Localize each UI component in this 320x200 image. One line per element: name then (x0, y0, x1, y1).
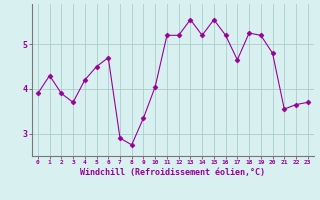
X-axis label: Windchill (Refroidissement éolien,°C): Windchill (Refroidissement éolien,°C) (80, 168, 265, 177)
